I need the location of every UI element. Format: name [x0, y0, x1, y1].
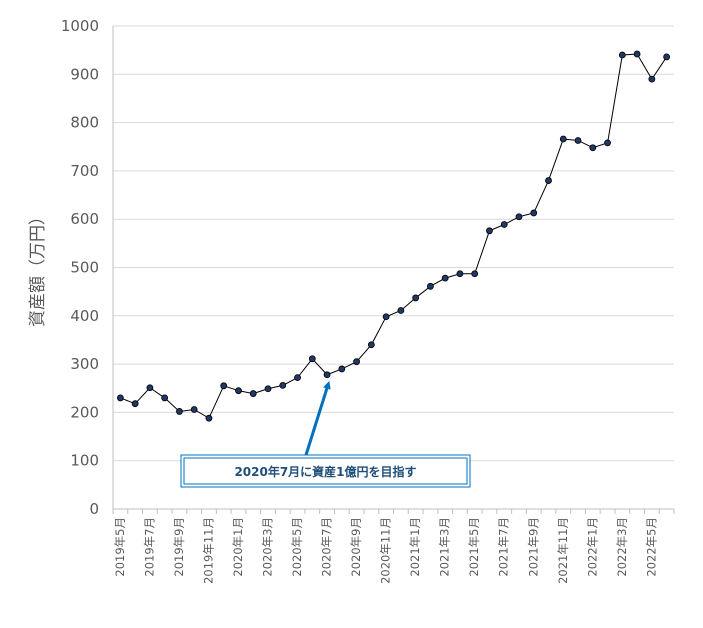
- data-point: [294, 374, 301, 382]
- data-point: [633, 50, 641, 58]
- annotation-text: 2020年7月に資産1億円を目指す: [234, 464, 416, 479]
- data-point: [205, 414, 213, 422]
- data-point: [235, 387, 242, 395]
- data-point: [530, 209, 538, 217]
- data-point: [367, 341, 375, 349]
- annotation: 2020年7月に資産1億円を目指す: [180, 380, 471, 488]
- data-point: [264, 385, 272, 393]
- data-point: [456, 270, 464, 278]
- data-point: [471, 270, 479, 278]
- x-tick-label: 2020年11月: [379, 517, 393, 584]
- x-tick-label: 2019年11月: [201, 517, 215, 584]
- y-tick-label: 700: [70, 162, 99, 180]
- data-point: [574, 137, 582, 144]
- data-point: [412, 294, 420, 302]
- data-point: [382, 313, 390, 321]
- y-tick-label: 200: [70, 403, 99, 421]
- x-axis-ticks: 2019年5月 2019年7月 2019年9月 2019年11月 2020年1月 2020…: [113, 517, 658, 584]
- data-point: [116, 394, 124, 402]
- series-polyline: [120, 53, 668, 419]
- data-point: [220, 382, 228, 390]
- data-point: [441, 274, 449, 282]
- y-tick-label: 800: [70, 114, 99, 132]
- y-tick-label: 400: [70, 307, 99, 325]
- grid-lines: [113, 25, 674, 462]
- x-tick-label: 2019年5月: [113, 517, 127, 577]
- x-tick-label: 2019年9月: [172, 517, 186, 577]
- data-point: [279, 381, 287, 389]
- x-tick-label: 2021年9月: [526, 517, 540, 577]
- y-axis-ticks: 0 100 200 300 400 500 600 700 800 900 1000: [61, 17, 99, 518]
- data-point: [308, 355, 316, 363]
- y-axis-label: 資産額（万円）: [28, 208, 48, 327]
- x-tick-label: 2020年9月: [349, 517, 363, 577]
- x-tick-label: 2019年7月: [142, 517, 156, 577]
- x-tick-label: 2021年11月: [556, 517, 570, 584]
- data-point: [146, 384, 154, 392]
- data-points: [116, 50, 671, 422]
- data-point: [545, 177, 552, 184]
- data-point: [131, 400, 139, 408]
- data-point: [249, 390, 257, 397]
- axes: [112, 26, 675, 514]
- y-tick-label: 300: [70, 355, 99, 373]
- x-tick-label: 2020年1月: [231, 517, 245, 577]
- y-tick-label: 600: [70, 210, 99, 228]
- data-point: [176, 408, 183, 415]
- data-point: [618, 51, 626, 59]
- y-tick-label: 100: [70, 452, 99, 470]
- data-point: [500, 221, 508, 228]
- annotation-arrow: [304, 380, 331, 456]
- x-tick-label: 2021年7月: [497, 517, 511, 577]
- x-tick-label: 2022年5月: [644, 517, 658, 577]
- data-point: [486, 227, 493, 235]
- data-point: [161, 394, 169, 402]
- y-tick-label: 1000: [61, 17, 99, 35]
- x-tick-label: 2022年1月: [585, 517, 599, 577]
- x-tick-label: 2021年1月: [408, 517, 422, 577]
- data-point: [323, 371, 331, 379]
- data-point: [663, 53, 671, 61]
- x-tick-label: 2020年7月: [320, 517, 334, 577]
- data-point: [515, 213, 523, 221]
- x-tick-label: 2022年3月: [615, 517, 629, 577]
- annotation-box-inner: [183, 457, 468, 485]
- series-line: [120, 53, 668, 419]
- data-point: [338, 365, 346, 373]
- data-point: [190, 406, 198, 413]
- x-tick-label: 2020年5月: [290, 517, 304, 577]
- x-tick-label: 2020年3月: [261, 517, 275, 577]
- x-tick-label: 2021年5月: [467, 517, 481, 577]
- y-tick-label: 0: [89, 500, 99, 518]
- x-tick-label: 2021年3月: [438, 517, 452, 577]
- y-tick-label: 500: [70, 259, 99, 277]
- data-point: [559, 135, 567, 143]
- data-point: [589, 144, 597, 152]
- data-point: [353, 358, 360, 366]
- y-tick-label: 900: [70, 65, 99, 83]
- data-point: [604, 139, 611, 147]
- data-point: [648, 75, 656, 83]
- data-point: [427, 282, 434, 290]
- data-point: [397, 307, 405, 314]
